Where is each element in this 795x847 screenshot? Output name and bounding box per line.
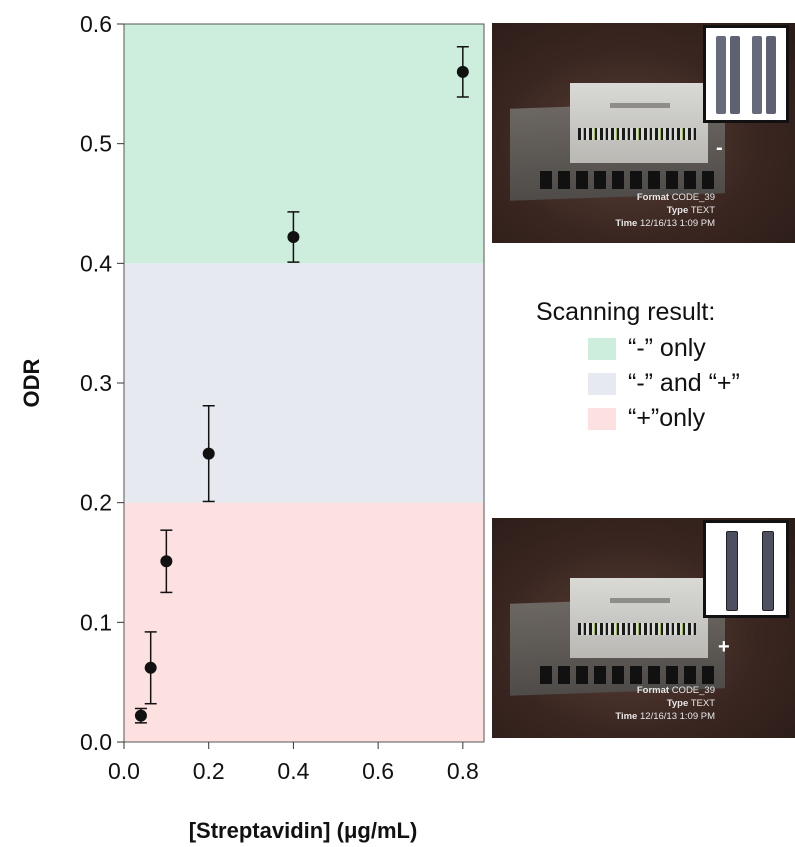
point-marker: [287, 231, 300, 244]
test-strip: [762, 531, 774, 611]
test-strip: [726, 531, 738, 611]
legend-swatch: [588, 407, 616, 430]
data-point: [456, 45, 469, 98]
data-point: [160, 529, 173, 594]
scan-time-row: Time 12/16/13 1:09 PM: [615, 711, 715, 722]
data-point: [144, 631, 157, 705]
scan-format-row: Format CODE_39: [636, 685, 715, 696]
legend-label: “-” and “+”: [628, 369, 740, 397]
x-axis: 0.0 0.2 0.4 0.6 0.8: [108, 742, 479, 784]
barcode: [578, 623, 696, 635]
scan-metadata: Format CODE_39 Type TEXT Time 12/16/13 1…: [555, 684, 715, 723]
legend-label: “+”only: [628, 404, 706, 432]
scan-time-row: Time 12/16/13 1:09 PM: [615, 218, 715, 229]
y-axis: 0.0 0.1 0.2 0.3 0.4 0.5 0.6: [80, 11, 124, 755]
y-tick-label: 0.3: [80, 370, 112, 396]
positive-scan-photo: + Format CODE_39 Type TEXT Time 12/16/13…: [492, 518, 795, 738]
legend-item-minus-only: “-” only: [500, 331, 795, 366]
scan-type-row: Type TEXT: [666, 205, 715, 216]
legend-label: “-” only: [628, 334, 706, 362]
x-tick-label: 0.0: [108, 758, 140, 784]
x-axis-title: [Streptavidin] (μg/mL): [189, 818, 418, 843]
test-strip: [730, 36, 740, 114]
point-marker: [134, 709, 147, 722]
test-strip: [716, 36, 726, 114]
negative-scan-photo: - Format CODE_39 Type TEXT Time 12/16/13…: [492, 23, 795, 243]
result-bands: [124, 24, 484, 742]
legend-item-plus-only: “+”only: [500, 401, 795, 436]
y-tick-label: 0.1: [80, 609, 112, 635]
card-text: [610, 598, 670, 603]
scan-result-sign: -: [716, 137, 723, 159]
y-tick-label: 0.6: [80, 11, 112, 37]
legend-title: Scanning result:: [536, 298, 716, 326]
y-tick-label: 0.5: [80, 131, 112, 157]
point-marker: [160, 555, 173, 568]
x-tick-label: 0.2: [193, 758, 225, 784]
data-point: [202, 404, 215, 503]
legend-swatch: [588, 372, 616, 395]
data-points: [134, 45, 469, 724]
legend-item-both: “-” and “+”: [500, 366, 795, 401]
x-tick-label: 0.4: [277, 758, 309, 784]
y-tick-label: 0.2: [80, 490, 112, 516]
strip-closeup-inset: [703, 25, 789, 123]
slot-row: [540, 666, 730, 686]
barcode-card: [570, 578, 708, 658]
card-text: [610, 103, 670, 108]
scan-format-row: Format CODE_39: [636, 192, 715, 203]
legend-swatch: [588, 337, 616, 360]
barcode: [578, 128, 696, 140]
slot-row: [540, 171, 730, 191]
scan-result-sign: +: [718, 636, 730, 658]
test-strip: [752, 36, 762, 114]
y-axis-title: ODR: [19, 358, 44, 407]
result-band: [124, 263, 484, 503]
scan-metadata: Format CODE_39 Type TEXT Time 12/16/13 1…: [555, 191, 715, 230]
y-tick-label: 0.4: [80, 250, 112, 276]
data-point: [134, 707, 147, 724]
barcode-card: [570, 83, 708, 163]
point-marker: [456, 65, 469, 78]
point-marker: [202, 447, 215, 460]
point-marker: [144, 661, 157, 674]
legend: Scanning result: “-” only “-” and “+” “+…: [500, 298, 795, 436]
strip-closeup-inset: [703, 520, 789, 618]
x-tick-label: 0.8: [447, 758, 479, 784]
test-strip: [766, 36, 776, 114]
data-point: [287, 211, 300, 263]
scan-type-row: Type TEXT: [666, 698, 715, 709]
result-band: [124, 502, 484, 742]
x-tick-label: 0.6: [362, 758, 394, 784]
y-tick-label: 0.0: [80, 729, 112, 755]
result-band: [124, 24, 484, 264]
